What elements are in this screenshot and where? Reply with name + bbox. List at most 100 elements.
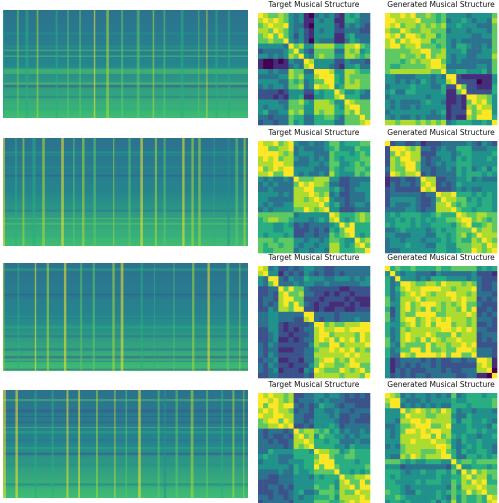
matrix-cell bbox=[471, 202, 477, 208]
matrix-cell bbox=[441, 13, 447, 19]
matrix-cell bbox=[405, 342, 411, 348]
matrix-cell bbox=[420, 23, 427, 29]
matrix-cell bbox=[263, 332, 269, 338]
matrix-cell bbox=[268, 296, 274, 302]
matrix-cell bbox=[441, 104, 447, 111]
matrix-cell bbox=[298, 232, 305, 239]
matrix-cell bbox=[466, 18, 472, 24]
matrix-cell bbox=[451, 398, 457, 404]
matrix-cell bbox=[476, 79, 483, 85]
matrix-cell bbox=[441, 311, 447, 318]
matrix-cell bbox=[476, 237, 483, 244]
matrix-cell bbox=[298, 202, 305, 208]
matrix-cell bbox=[420, 286, 427, 292]
matrix-cell bbox=[466, 428, 472, 435]
matrix-cell bbox=[324, 418, 330, 424]
matrix-cell bbox=[446, 342, 452, 348]
matrix-cell bbox=[395, 266, 401, 272]
matrix-cell bbox=[283, 327, 289, 333]
matrix-cell bbox=[268, 393, 274, 399]
matrix-cell bbox=[263, 119, 269, 126]
spectrogram-onset bbox=[152, 10, 155, 118]
matrix-cell bbox=[329, 237, 335, 244]
matrix-cell bbox=[435, 28, 442, 34]
matrix-cell bbox=[415, 499, 421, 503]
matrix-cell bbox=[334, 367, 340, 374]
matrix-cell bbox=[486, 438, 493, 445]
matrix-cell bbox=[435, 191, 442, 198]
matrix-cell bbox=[466, 301, 472, 308]
matrix-cell bbox=[435, 69, 442, 75]
spectrogram bbox=[3, 263, 248, 371]
matrix-cell bbox=[471, 114, 477, 121]
matrix-cell bbox=[466, 171, 472, 177]
matrix-cell bbox=[334, 301, 340, 308]
matrix-cell bbox=[476, 286, 483, 292]
matrix-cell bbox=[425, 99, 432, 105]
matrix-cell bbox=[476, 398, 483, 404]
matrix-cell bbox=[451, 357, 457, 364]
matrix-cell bbox=[349, 114, 356, 121]
matrix-cell bbox=[456, 217, 462, 223]
matrix-cell bbox=[425, 94, 432, 100]
matrix-cell bbox=[278, 89, 284, 95]
matrix-cell bbox=[319, 276, 325, 282]
spectrogram-onset bbox=[163, 138, 166, 246]
matrix-cell bbox=[354, 464, 361, 470]
matrix-cell bbox=[476, 403, 483, 409]
matrix-cell bbox=[400, 393, 406, 399]
matrix-cell bbox=[471, 191, 477, 198]
matrix-cell bbox=[364, 418, 371, 424]
matrix-cell bbox=[334, 352, 340, 358]
matrix-cell bbox=[435, 266, 442, 272]
matrix-cell bbox=[430, 197, 437, 203]
matrix-cell bbox=[405, 337, 411, 343]
matrix-cell bbox=[293, 316, 300, 323]
matrix-cell bbox=[354, 119, 361, 126]
matrix-cell bbox=[461, 247, 467, 254]
matrix-cell bbox=[461, 301, 467, 308]
matrix-cell bbox=[441, 151, 447, 157]
matrix-cell bbox=[263, 403, 269, 409]
matrix-cell bbox=[435, 242, 442, 249]
matrix-cell bbox=[278, 459, 284, 465]
matrix-cell bbox=[446, 247, 452, 254]
matrix-cell bbox=[466, 28, 472, 34]
matrix-cell bbox=[283, 114, 289, 121]
matrix-cell bbox=[359, 352, 366, 358]
matrix-cell bbox=[446, 104, 452, 111]
matrix-cell bbox=[293, 186, 300, 193]
matrix-cell bbox=[278, 58, 284, 65]
matrix-cell bbox=[425, 232, 432, 239]
matrix-cell bbox=[308, 161, 315, 167]
matrix-cell bbox=[329, 186, 335, 193]
matrix-cell bbox=[298, 357, 305, 364]
spectrogram-band bbox=[3, 439, 248, 442]
matrix-cell bbox=[263, 357, 269, 364]
matrix-cell bbox=[456, 104, 462, 111]
matrix-cell bbox=[471, 342, 477, 348]
matrix-cell bbox=[344, 438, 350, 445]
matrix-cell bbox=[334, 89, 340, 95]
matrix-cell bbox=[400, 362, 406, 369]
matrix-cell bbox=[314, 438, 320, 445]
matrix-cell bbox=[420, 79, 427, 85]
matrix-cell bbox=[268, 13, 274, 19]
matrix-cell bbox=[491, 84, 498, 90]
matrix-cell bbox=[354, 104, 361, 111]
matrix-cell bbox=[314, 327, 320, 333]
matrix-cell bbox=[308, 291, 315, 297]
matrix-cell bbox=[344, 418, 350, 424]
matrix-cell bbox=[303, 227, 310, 233]
matrix-cell bbox=[303, 181, 310, 188]
matrix-cell bbox=[425, 418, 432, 424]
matrix-cell bbox=[359, 316, 366, 323]
matrix-cell bbox=[471, 433, 477, 440]
matrix-cell bbox=[354, 79, 361, 85]
matrix-cell bbox=[405, 23, 411, 29]
matrix-cell bbox=[456, 114, 462, 121]
matrix-cell bbox=[349, 161, 356, 167]
matrix-cell bbox=[385, 352, 391, 358]
matrix-cell bbox=[329, 352, 335, 358]
matrix-cell bbox=[395, 161, 401, 167]
